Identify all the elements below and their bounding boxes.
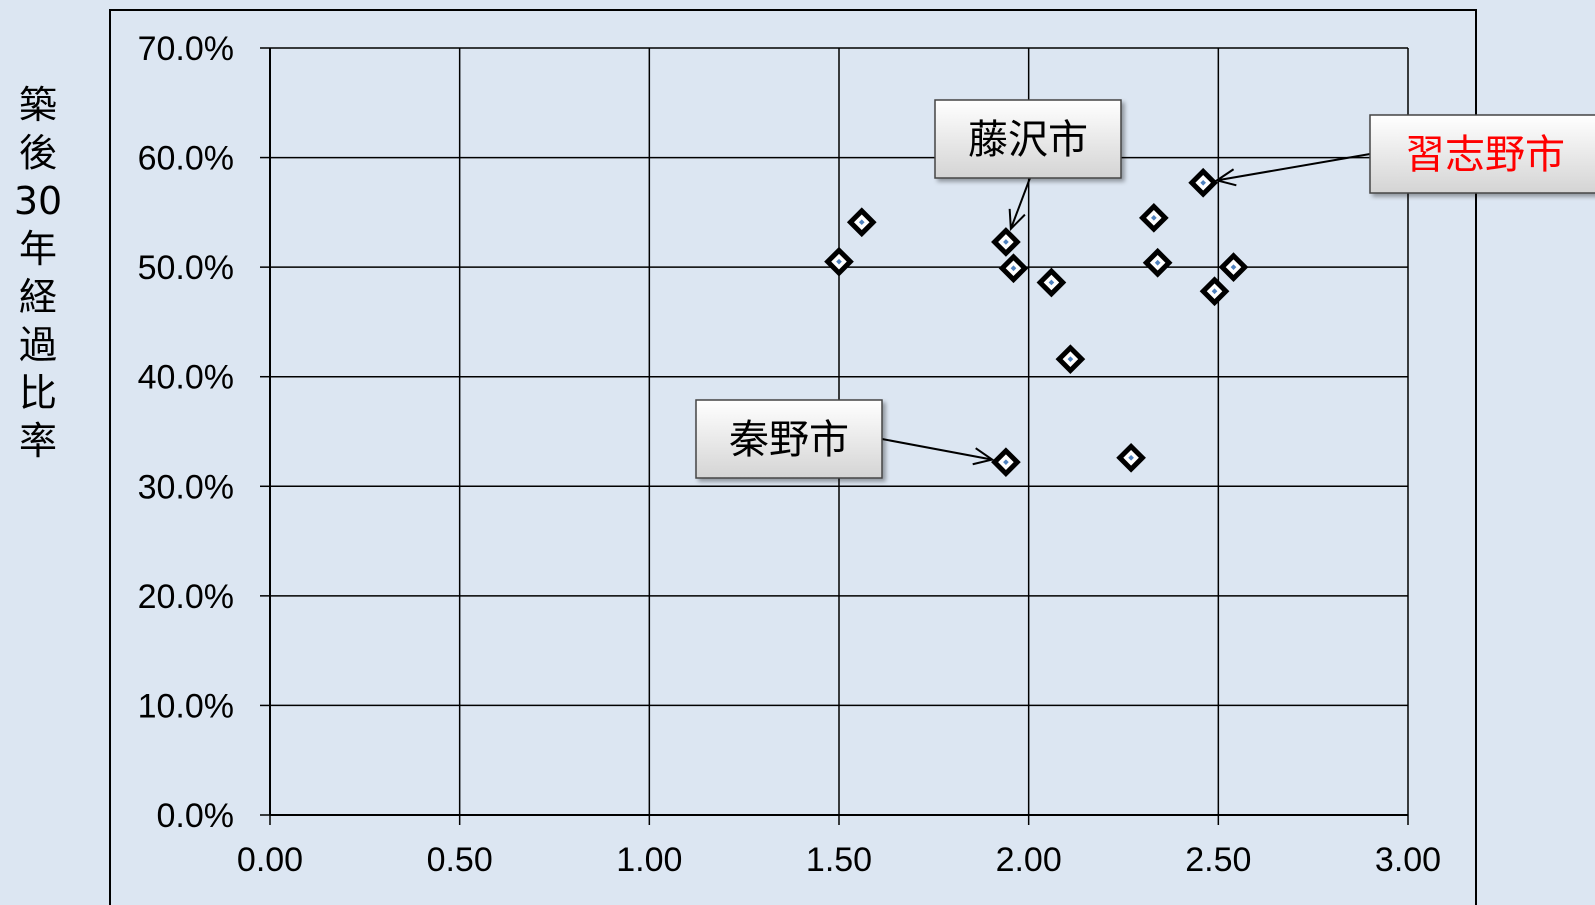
- marker-center: [1067, 356, 1074, 363]
- marker-center: [1048, 279, 1055, 286]
- y-tick-label: 20.0%: [138, 578, 234, 616]
- data-point: [1142, 247, 1173, 278]
- x-tick-label: 1.00: [616, 841, 682, 879]
- y-axis-label-char: 率: [19, 419, 57, 463]
- callout-arrow-line: [1216, 153, 1371, 182]
- x-tick-label: 2.50: [1185, 841, 1251, 879]
- data-point: [1036, 267, 1067, 298]
- data-points: [824, 167, 1249, 478]
- x-tick-label: 0.50: [427, 841, 493, 879]
- y-axis-label-char: 後: [19, 131, 57, 175]
- axes: [260, 47, 1409, 825]
- callout-arrow-head: [972, 447, 995, 466]
- marker-center: [858, 219, 865, 226]
- y-axis-label-char: 経: [19, 275, 57, 319]
- y-tick-label: 70.0%: [138, 30, 234, 68]
- x-tick-labels: 0.00 0.50 1.00 1.50 2.00 2.50 3.00: [237, 841, 1441, 879]
- data-point: [824, 246, 854, 277]
- y-tick-label: 0.0%: [157, 797, 235, 835]
- x-tick-label: 0.00: [237, 841, 303, 879]
- callout-arrows: [881, 153, 1371, 466]
- data-point: [1188, 167, 1219, 198]
- data-point: [991, 227, 1021, 257]
- x-tick-label: 3.00: [1375, 841, 1441, 879]
- marker-center: [1003, 459, 1009, 466]
- marker-center: [1230, 264, 1237, 270]
- callout-arrow-line: [1009, 177, 1031, 230]
- x-tick-label: 1.50: [806, 841, 872, 879]
- marker-center: [836, 258, 842, 265]
- x-tick-label: 2.00: [996, 841, 1062, 879]
- callout-arrow-head: [1214, 168, 1237, 187]
- callout-box-bg: [695, 399, 883, 479]
- marker-center: [1200, 179, 1206, 186]
- y-tick-label: 50.0%: [138, 249, 234, 287]
- y-axis-label-char: 30: [14, 179, 62, 223]
- y-tick-labels: 0.0% 10.0% 20.0% 30.0% 40.0% 50.0% 60.0% 70.0%: [138, 30, 234, 835]
- y-tick-label: 60.0%: [138, 140, 234, 178]
- callout-box-bg: [934, 99, 1122, 179]
- callout-box: 藤沢市: [934, 99, 1122, 179]
- y-axis-label-char: 過: [19, 323, 57, 367]
- marker-center: [1128, 454, 1134, 461]
- marker-center: [1010, 265, 1017, 272]
- y-tick-label: 10.0%: [138, 687, 234, 725]
- y-tick-label: 30.0%: [138, 468, 234, 506]
- callout-box-bg: [1369, 114, 1595, 194]
- data-point: [1138, 202, 1169, 233]
- marker-center: [1003, 239, 1009, 245]
- data-point: [1218, 252, 1249, 282]
- y-tick-label: 40.0%: [138, 359, 234, 397]
- callout-arrow-head: [1008, 208, 1026, 232]
- y-axis-label-char: 比: [19, 371, 57, 415]
- callout-label: 秦野市: [729, 417, 849, 463]
- marker-center: [1151, 215, 1157, 221]
- data-point: [998, 253, 1029, 284]
- data-point: [1116, 442, 1146, 473]
- data-point: [1055, 344, 1086, 375]
- marker-center: [1154, 259, 1161, 266]
- callout-label: 習志野市: [1405, 132, 1565, 178]
- callout-box: 習志野市: [1369, 114, 1595, 194]
- data-point: [991, 447, 1021, 478]
- callout-box: 秦野市: [695, 399, 883, 479]
- data-point: [1199, 276, 1230, 307]
- y-axis-label-char: 年: [19, 227, 57, 271]
- callout-label: 藤沢市: [968, 117, 1088, 163]
- marker-center: [1211, 288, 1218, 295]
- y-axis-label-char: 築: [19, 83, 57, 127]
- callout-arrow-line: [881, 438, 993, 461]
- data-point: [846, 207, 877, 238]
